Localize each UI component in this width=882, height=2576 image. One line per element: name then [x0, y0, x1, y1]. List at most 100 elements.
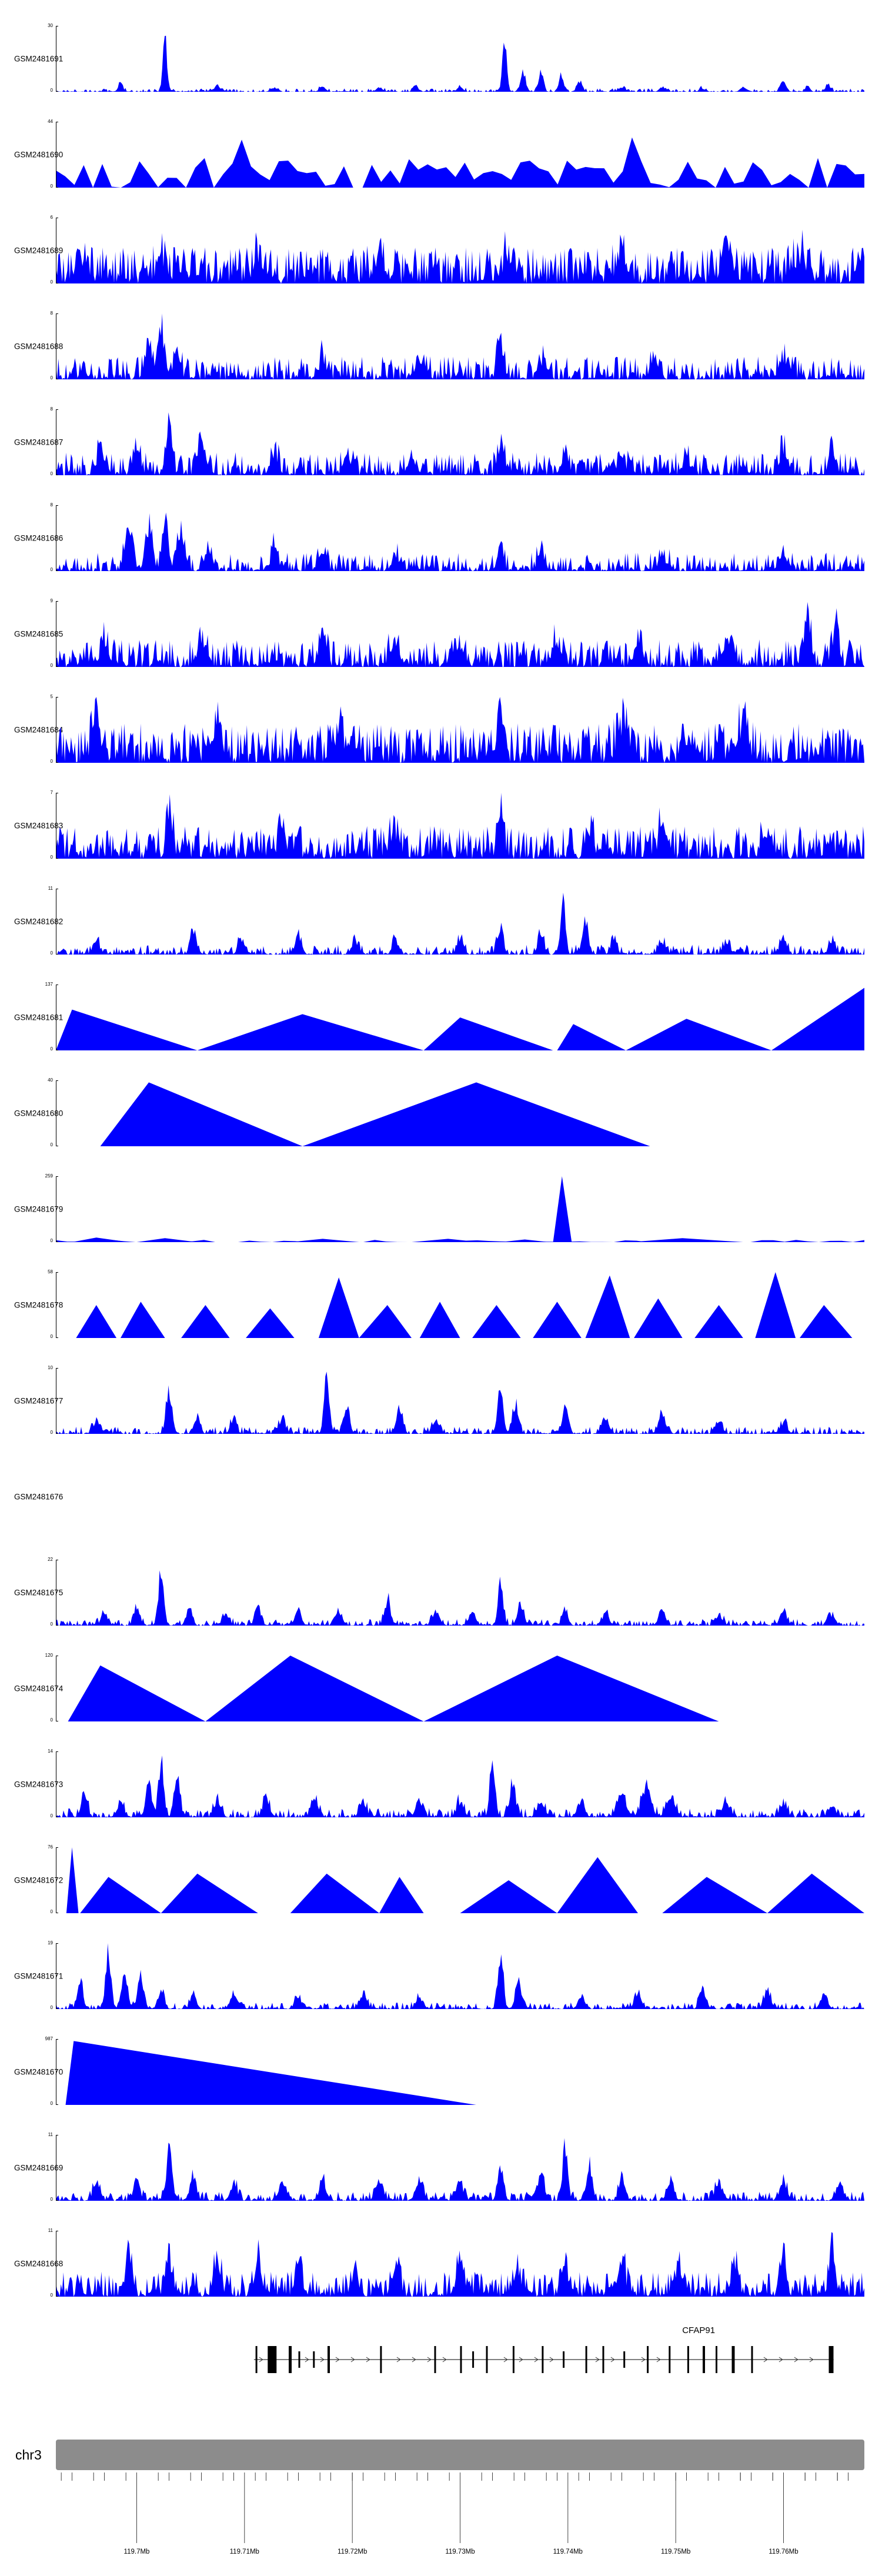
coverage-plot	[56, 793, 864, 859]
y-axis-max-label: 987	[45, 2036, 53, 2041]
coverage-track-row: GSM2481679 259 0	[0, 1161, 882, 1257]
coverage-area	[56, 137, 864, 188]
coverage-triangle	[100, 1082, 303, 1146]
y-axis-max-label: 11	[48, 2132, 53, 2137]
y-axis-zero-label: 0	[50, 2197, 53, 2202]
y-axis-max-label: 8	[50, 406, 53, 412]
coverage-track-row: GSM2481676	[0, 1449, 882, 1544]
coverage-triangle	[76, 1305, 117, 1338]
coverage-triangle	[557, 1857, 638, 1913]
axis-tick-label: 119.75Mb	[661, 2548, 690, 2555]
y-axis-max-label: 5	[50, 694, 53, 699]
coverage-triangle	[80, 1877, 161, 1913]
coverage-plot	[56, 2135, 864, 2201]
exon-box	[328, 2346, 330, 2373]
track-sample-label: GSM2481668	[14, 2259, 64, 2268]
y-axis-zero-label: 0	[50, 1909, 53, 1914]
coverage-track-row: GSM2481686 8 0	[0, 490, 882, 586]
exon-box	[623, 2351, 626, 2368]
coverage-triangle	[423, 1656, 719, 1721]
strand-arrow-icon	[549, 2357, 554, 2363]
coverage-track-row: GSM2481672 76 0	[0, 1832, 882, 1928]
coverage-area	[56, 1943, 864, 2009]
coverage-triangle	[533, 1302, 582, 1338]
exon-box	[460, 2346, 462, 2373]
coverage-plot	[56, 313, 864, 379]
y-axis-zero-label: 0	[50, 1238, 53, 1243]
coverage-area	[56, 412, 864, 475]
coverage-track-row: GSM2481682 11 0	[0, 873, 882, 969]
coverage-area	[56, 2138, 864, 2201]
strand-arrow-icon	[519, 2357, 523, 2363]
y-axis-zero-label: 0	[50, 1046, 53, 1052]
track-sample-label: GSM2481671	[14, 1971, 64, 1980]
exon-box	[716, 2346, 717, 2373]
exon-box	[313, 2351, 315, 2368]
coverage-triangle	[412, 1239, 480, 1242]
track-sample-label: GSM2481678	[14, 1300, 64, 1309]
axis-tick-label: 119.73Mb	[445, 2548, 475, 2555]
coverage-area	[56, 1372, 864, 1434]
coverage-triangle	[419, 1302, 460, 1338]
y-axis-zero-label: 0	[50, 279, 53, 285]
exon-box	[472, 2351, 475, 2368]
coverage-plot	[56, 601, 864, 667]
exon-box	[703, 2346, 705, 2373]
coverage-plot	[56, 122, 864, 188]
y-axis-zero-label: 0	[50, 375, 53, 381]
coverage-area	[56, 1570, 864, 1626]
strand-arrow-icon	[641, 2357, 646, 2363]
axis-tick-label: 119.72Mb	[338, 2548, 367, 2555]
coverage-triangle	[626, 1019, 771, 1050]
coverage-triangle	[318, 1277, 359, 1338]
exon-box	[434, 2346, 436, 2373]
track-sample-label: GSM2481679	[14, 1204, 64, 1213]
coverage-triangle	[161, 1873, 258, 1913]
track-sample-label: GSM2481690	[14, 150, 64, 159]
y-axis-max-label: 30	[48, 23, 53, 28]
coverage-area	[56, 793, 864, 859]
exon-box	[268, 2346, 277, 2373]
exon-box	[563, 2351, 565, 2368]
y-axis-max-label: 40	[48, 1077, 53, 1083]
coverage-triangle	[246, 1308, 295, 1338]
y-axis-max-label: 7	[50, 790, 53, 795]
strand-arrow-icon	[595, 2357, 600, 2363]
coverage-plot	[56, 1176, 864, 1242]
coverage-track-row: GSM2481689 6 0	[0, 202, 882, 298]
coverage-triangle	[472, 1305, 521, 1338]
coverage-track-row: GSM2481668 11 0	[0, 2215, 882, 2311]
y-axis-max-label: 11	[48, 2228, 53, 2233]
coverage-plot	[56, 697, 864, 763]
strand-arrow-icon	[335, 2357, 340, 2363]
coverage-area	[56, 2232, 864, 2297]
coverage-track-row: GSM2481675 22 0	[0, 1544, 882, 1640]
coverage-plot	[56, 985, 864, 1050]
coverage-track-row: GSM2481688 8 0	[0, 298, 882, 394]
track-sample-label: GSM2481669	[14, 2163, 64, 2172]
coverage-triangle	[755, 1272, 796, 1338]
coverage-plot	[56, 1943, 864, 2009]
coverage-triangle	[197, 1014, 424, 1050]
coverage-triangle	[121, 1302, 165, 1338]
coverage-track-row: GSM2481674 120 0	[0, 1640, 882, 1736]
coverage-plot	[56, 1272, 853, 1338]
coverage-triangle	[423, 1017, 553, 1050]
y-axis-max-label: 8	[50, 311, 53, 316]
coverage-plot	[56, 1368, 864, 1434]
strand-arrow-icon	[779, 2357, 783, 2363]
exon-box	[647, 2346, 649, 2373]
y-axis-zero-label: 0	[50, 2101, 53, 2106]
exon-box	[828, 2346, 834, 2373]
y-axis-zero-label: 0	[50, 567, 53, 572]
track-sample-label: GSM2481686	[14, 533, 64, 542]
coverage-triangle	[68, 1665, 206, 1721]
coverage-track-row: GSM2481678 58 0	[0, 1257, 882, 1353]
coverage-triangle	[66, 1847, 79, 1913]
y-axis-max-label: 22	[48, 1557, 53, 1562]
y-axis-max-label: 120	[45, 1653, 53, 1658]
coverage-triangle	[65, 2041, 476, 2105]
coverage-plot	[56, 2231, 864, 2297]
coverage-track-row: GSM2481673 14 0	[0, 1736, 882, 1832]
track-sample-label: GSM2481691	[14, 54, 64, 63]
